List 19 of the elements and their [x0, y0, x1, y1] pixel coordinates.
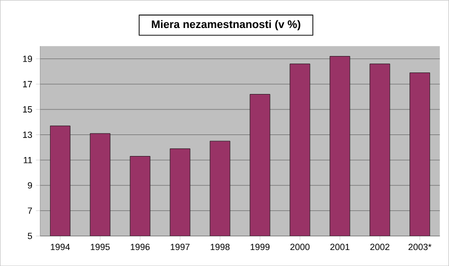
y-tick-label: 19: [23, 56, 32, 62]
x-tick-label: 1998: [210, 244, 230, 250]
y-tick-label: 17: [23, 80, 32, 88]
y-tick-label: 13: [23, 131, 32, 138]
y-tick-label: 9: [28, 182, 32, 188]
x-tick-label: 1996: [130, 244, 150, 250]
x-tick-label: 1995: [90, 244, 110, 250]
x-tick-label: 2003*: [408, 244, 432, 250]
x-tick-label: 1997: [170, 244, 190, 250]
y-tick-label: 7: [28, 208, 32, 214]
chart-title: Miera nezamestnanosti (v %): [152, 20, 300, 30]
x-tick-label: 2002: [370, 244, 390, 250]
x-tick-label: 1999: [250, 244, 270, 250]
x-tick-label: 2000: [290, 244, 310, 250]
y-tick-label: 5: [28, 232, 32, 240]
x-tick-label: 2001: [330, 244, 350, 250]
y-tick-label: 11: [24, 156, 32, 164]
y-tick-label: 15: [23, 106, 32, 112]
x-tick-label: 1994: [50, 244, 70, 250]
